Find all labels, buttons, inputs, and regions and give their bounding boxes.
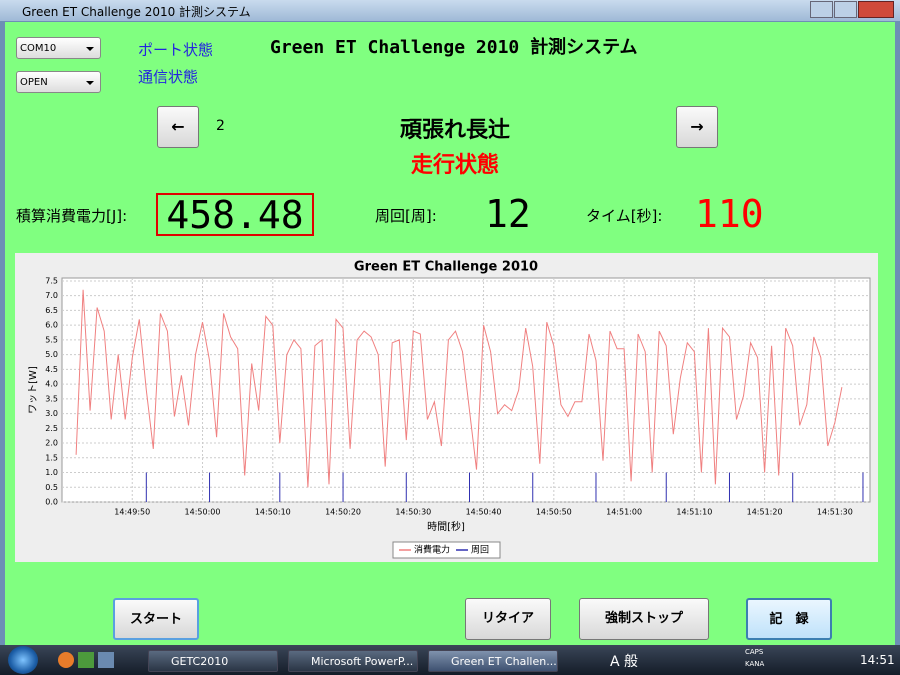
x-tick-label: 14:50:00: [185, 508, 221, 517]
task-button[interactable]: GETC2010: [148, 650, 278, 672]
x-tick-label: 14:51:30: [817, 508, 853, 517]
y-tick-label: 5.5: [45, 335, 58, 344]
port-status: ポート状態: [138, 41, 214, 59]
y-tick-label: 6.0: [45, 321, 58, 330]
y-tick-label: 1.0: [45, 468, 58, 477]
time-value: 110: [695, 192, 764, 236]
close[interactable]: [858, 1, 894, 18]
y-tick-label: 7.5: [45, 276, 58, 285]
x-tick-label: 14:49:50: [114, 508, 150, 517]
title-bar: [0, 0, 900, 21]
ime-indicator[interactable]: A 般: [610, 654, 639, 670]
minimize[interactable]: [810, 1, 834, 18]
y-tick-label: 5.0: [45, 350, 58, 359]
x-tick-label: 14:50:10: [255, 508, 291, 517]
run-state: 走行状態: [410, 153, 499, 178]
comm-status: 通信状態: [138, 68, 199, 86]
y-tick-label: 6.5: [45, 306, 58, 315]
retire-button[interactable]: リタイア: [465, 598, 551, 640]
team-name: 頑張れ長辻: [399, 118, 510, 143]
quick-launch-icon[interactable]: [98, 652, 114, 668]
y-tick-label: 2.0: [45, 439, 58, 448]
port-select[interactable]: COM10: [16, 37, 101, 59]
task-button[interactable]: Microsoft PowerP...: [288, 650, 418, 672]
x-tick-label: 14:51:00: [606, 508, 642, 517]
y-tick-label: 0.0: [45, 498, 58, 507]
chart-title: Green ET Challenge 2010: [354, 260, 538, 275]
y-axis-label: ワット[W]: [28, 366, 39, 414]
y-tick-label: 4.5: [45, 365, 58, 374]
x-tick-label: 14:50:50: [536, 508, 572, 517]
energy-value: 458.48: [156, 193, 314, 236]
caps-indicator: CAPS: [745, 648, 764, 656]
y-tick-label: 7.0: [45, 291, 58, 300]
energy-label: 積算消費電力[J]:: [16, 207, 128, 225]
y-tick-label: 2.5: [45, 424, 58, 433]
prev-button[interactable]: ←: [157, 106, 199, 148]
y-tick-label: 3.5: [45, 394, 58, 403]
x-tick-label: 14:50:40: [466, 508, 502, 517]
legend: [392, 541, 501, 559]
start-orb[interactable]: [8, 646, 38, 674]
window-title: Green ET Challenge 2010 計測システム: [22, 5, 251, 19]
laps-value: 12: [485, 192, 531, 236]
y-tick-label: 0.5: [45, 483, 58, 492]
kana-indicator: KANA: [745, 660, 765, 668]
time-label: タイム[秒]:: [586, 207, 663, 225]
force-stop-button[interactable]: 強制ストップ: [579, 598, 709, 640]
y-tick-label: 1.5: [45, 453, 58, 462]
quick-launch-icon[interactable]: [58, 652, 74, 668]
app-title: Green ET Challenge 2010 計測システム: [270, 37, 638, 58]
clock: 14:51: [860, 653, 895, 667]
x-tick-label: 14:50:20: [325, 508, 361, 517]
window-controls[interactable]: [810, 1, 894, 18]
comm-select[interactable]: OPEN: [16, 71, 101, 93]
record-button[interactable]: 記 録: [746, 598, 832, 640]
chart: Green ET Challenge 2010 時間[秒] ワット[W] 0.0…: [15, 253, 878, 562]
x-tick-label: 14:51:20: [747, 508, 783, 517]
legend-label: 消費電力: [414, 544, 450, 556]
power-line: [75, 289, 843, 488]
y-tick-label: 4.0: [45, 380, 58, 389]
start-button[interactable]: スタート: [113, 598, 199, 640]
next-button[interactable]: →: [676, 106, 718, 148]
y-tick-label: 3.0: [45, 409, 58, 418]
task-button[interactable]: Green ET Challen...: [428, 650, 558, 672]
legend-label: 周回: [471, 545, 489, 556]
x-tick-label: 14:51:10: [676, 508, 712, 517]
quick-launch-icon[interactable]: [78, 652, 94, 668]
plot-area: [61, 277, 871, 503]
team-index: 2: [216, 118, 225, 134]
x-axis-label: 時間[秒]: [427, 520, 465, 533]
laps-label: 周回[周]:: [375, 207, 437, 225]
x-tick-label: 14:50:30: [395, 508, 431, 517]
maximize[interactable]: [834, 1, 858, 18]
